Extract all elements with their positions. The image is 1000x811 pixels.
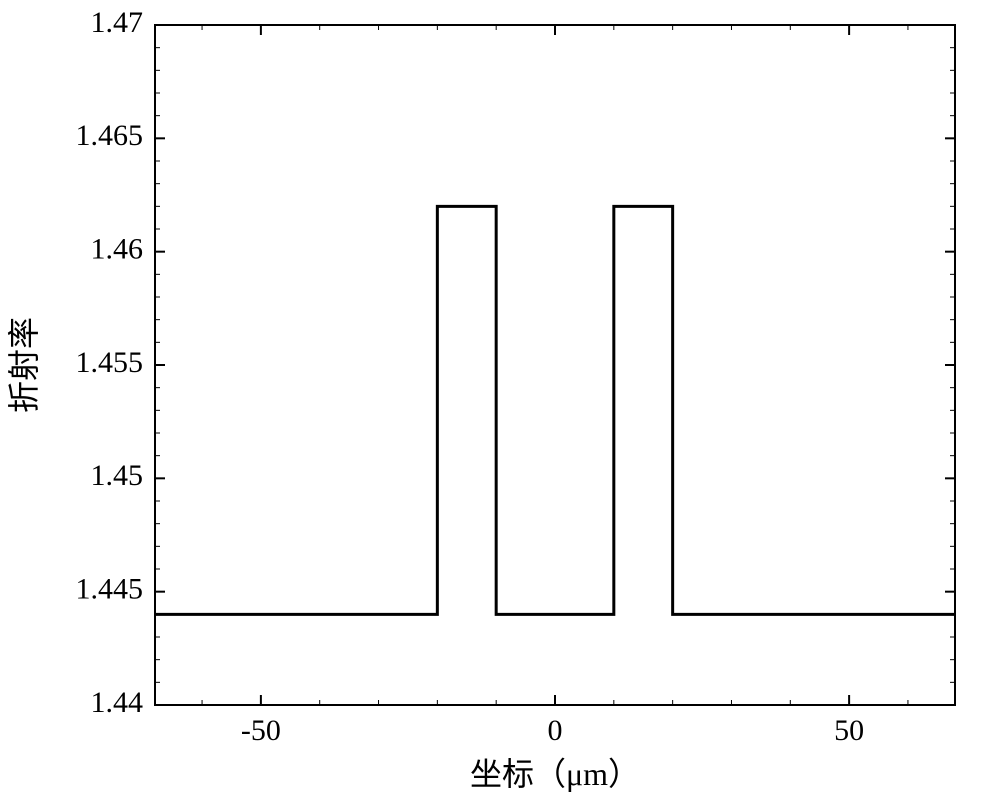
y-tick-label: 1.455: [76, 346, 144, 379]
y-axis-label: 折射率: [6, 317, 42, 413]
x-tick-label: -50: [241, 714, 281, 747]
x-axis-label: 坐标（μm）: [470, 756, 640, 792]
refractive-index-chart: 1.44 1.445 1.45 1.455 1.46 1.465 1.47 -50 0 50 折射率…: [0, 0, 1000, 811]
y-tick-label: 1.47: [91, 6, 144, 39]
x-tick-label: 0: [548, 714, 563, 747]
y-tick-label: 1.46: [91, 233, 144, 266]
x-tick-label: 50: [834, 714, 864, 747]
y-tick-label: 1.465: [76, 119, 144, 152]
y-tick-label: 1.45: [91, 459, 144, 492]
y-tick-label: 1.445: [76, 573, 144, 606]
chart-container: 1.44 1.445 1.45 1.455 1.46 1.465 1.47 -50 0 50 折射率…: [0, 0, 1000, 811]
y-tick-label: 1.44: [91, 686, 144, 719]
plot-border: [155, 25, 955, 705]
